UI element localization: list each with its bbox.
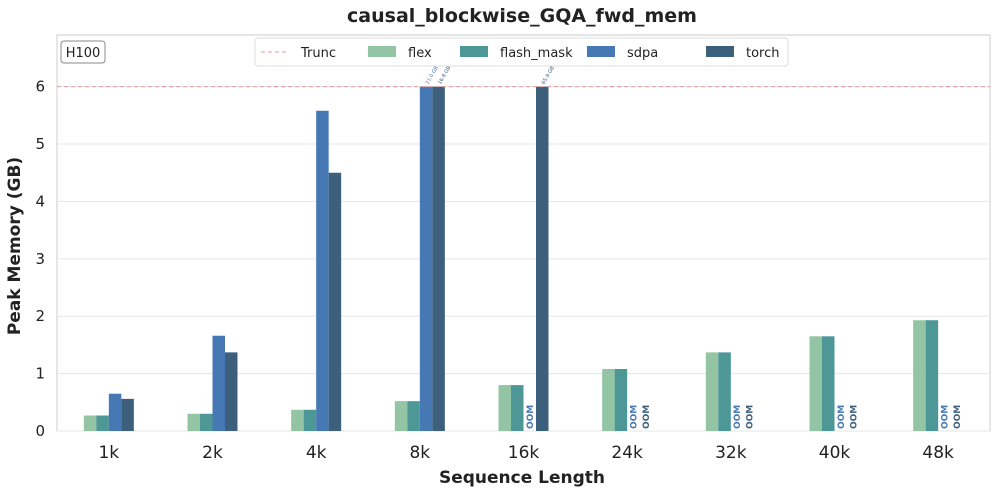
legend-label: flex <box>408 46 432 61</box>
badge-box <box>60 40 106 64</box>
x-tick-label: 32k <box>715 443 747 463</box>
bar-flex <box>187 413 200 431</box>
bar-flash_mask <box>96 415 109 431</box>
bar-flash_mask <box>614 369 628 431</box>
x-tick-label: 24k <box>611 443 643 463</box>
oom-label: OOM <box>746 405 756 429</box>
bar-flash_mask <box>407 401 420 431</box>
bar-sdpa <box>419 86 433 432</box>
bar-flash_mask <box>718 352 731 431</box>
bar-flex <box>913 320 926 431</box>
bar-sdpa <box>108 393 122 431</box>
x-tick-label: 40k <box>819 443 851 463</box>
oom-label: OOM <box>642 405 652 429</box>
bar-flex <box>809 336 822 431</box>
oom-label: OOM <box>953 405 963 429</box>
legend-label: Trunc <box>300 46 336 61</box>
y-tick-label: 6 <box>35 78 45 96</box>
oom-label: OOM <box>629 405 639 429</box>
bar-flex <box>602 369 615 431</box>
legend: Trunc flex flash_mask sdpa torch <box>254 37 789 67</box>
oom-label: OOM <box>849 405 859 429</box>
bar-flex <box>705 352 719 431</box>
legend-swatch <box>368 46 396 57</box>
legend-box <box>254 37 789 67</box>
bar-torch <box>536 86 549 432</box>
y-tick-label: 0 <box>35 422 45 440</box>
y-tick-label: 5 <box>35 135 45 153</box>
bar-flash_mask <box>822 336 835 431</box>
chart-title: causal_blockwise_GQA_fwd_mem <box>347 5 697 27</box>
y-tick-label: 3 <box>35 250 45 268</box>
badge-text: H100 <box>66 46 101 61</box>
bar-sdpa <box>316 110 329 431</box>
bar-sdpa <box>212 335 225 431</box>
legend-label: flash_mask <box>500 46 573 61</box>
oom-label: OOM <box>526 405 536 429</box>
bar-flash_mask <box>511 385 524 431</box>
bar-flash_mask <box>303 409 317 431</box>
y-tick-label: 4 <box>35 192 45 210</box>
bar-torch <box>225 352 238 431</box>
x-tick-label: 8k <box>409 443 430 463</box>
bar-torch <box>328 172 342 431</box>
plot-frame <box>56 34 991 432</box>
x-axis-label: Sequence Length <box>439 468 605 488</box>
legend-label: sdpa <box>627 46 658 61</box>
bar-flex <box>498 385 511 431</box>
x-tick-label: 48k <box>922 443 954 463</box>
x-tick-label: 16k <box>508 443 540 463</box>
oom-label: OOM <box>940 405 950 429</box>
bar-flex <box>291 409 304 431</box>
x-tick-label: 1k <box>98 443 119 463</box>
bar-flex <box>83 415 97 431</box>
bar-flex <box>394 401 408 431</box>
legend-swatch <box>706 46 734 57</box>
y-axis-label: Peak Memory (GB) <box>5 157 25 335</box>
bar-torch <box>432 86 445 432</box>
hardware-badge: H100 <box>60 40 106 64</box>
oom-label: OOM <box>837 405 847 429</box>
bar-flash_mask <box>925 320 939 431</box>
legend-swatch <box>460 46 488 57</box>
x-tick-label: 4k <box>306 443 327 463</box>
x-tick-label: 2k <box>202 443 223 463</box>
oom-label: OOM <box>733 405 743 429</box>
y-tick-label: 1 <box>35 365 45 383</box>
bar-flash_mask <box>200 413 213 431</box>
legend-label: torch <box>746 46 780 61</box>
legend-swatch <box>587 46 615 57</box>
bar-torch <box>121 398 134 431</box>
y-tick-label: 2 <box>35 307 45 325</box>
